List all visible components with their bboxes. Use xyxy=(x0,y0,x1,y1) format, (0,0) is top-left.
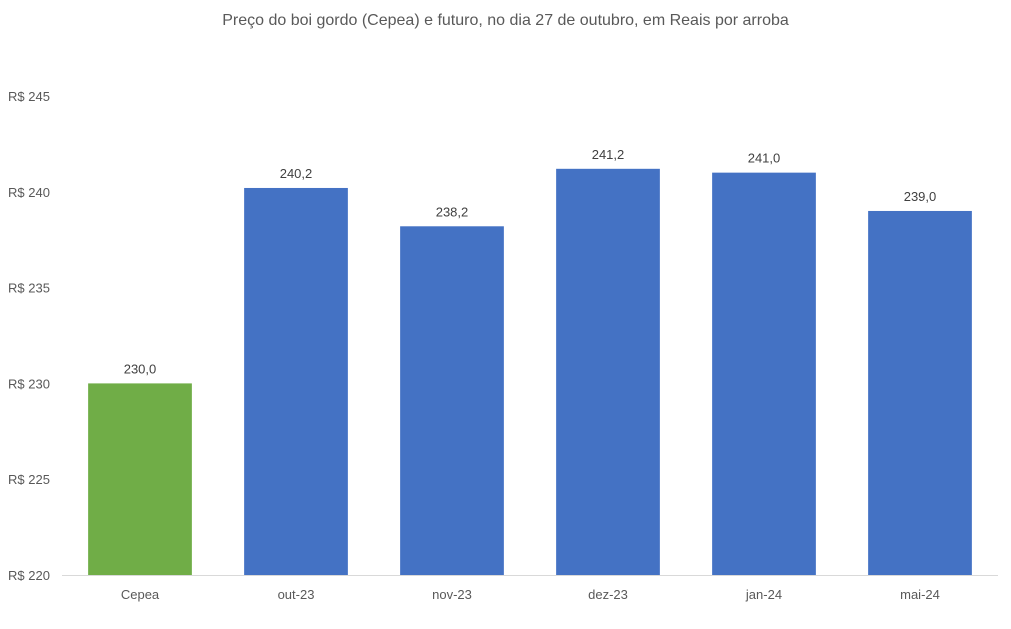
x-tick-label-dez-23: dez-23 xyxy=(588,587,628,602)
x-tick-label-Cepea: Cepea xyxy=(121,587,160,602)
data-label-dez-23: 241,2 xyxy=(592,147,625,162)
bar-mai-24 xyxy=(868,210,972,575)
y-tick-label: R$ 235 xyxy=(8,281,50,296)
y-tick-label: R$ 220 xyxy=(8,568,50,583)
bar-out-23 xyxy=(244,187,348,575)
data-label-jan-24: 241,0 xyxy=(748,151,781,166)
y-tick-label: R$ 245 xyxy=(8,89,50,104)
bar-dez-23 xyxy=(556,168,660,576)
x-tick-label-out-23: out-23 xyxy=(278,587,315,602)
bar-Cepea xyxy=(88,383,192,575)
chart-title: Preço do boi gordo (Cepea) e futuro, no … xyxy=(222,12,789,29)
x-tick-label-jan-24: jan-24 xyxy=(745,587,782,602)
x-tick-label-mai-24: mai-24 xyxy=(900,587,940,602)
data-label-mai-24: 239,0 xyxy=(904,189,937,204)
bar-nov-23 xyxy=(400,226,504,575)
x-tick-label-nov-23: nov-23 xyxy=(432,587,472,602)
y-tick-label: R$ 240 xyxy=(8,185,50,200)
data-label-out-23: 240,2 xyxy=(280,166,313,181)
bar-jan-24 xyxy=(712,172,816,575)
data-label-Cepea: 230,0 xyxy=(124,361,157,376)
y-tick-label: R$ 225 xyxy=(8,472,50,487)
data-label-nov-23: 238,2 xyxy=(436,204,469,219)
y-tick-label: R$ 230 xyxy=(8,376,50,391)
